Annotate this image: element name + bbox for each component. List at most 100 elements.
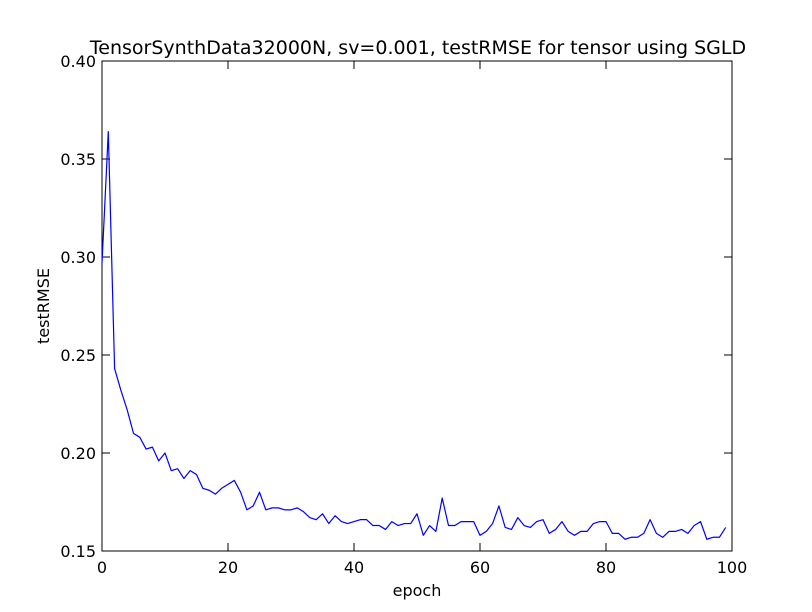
- plot-area: [101, 60, 733, 552]
- data-point: [246, 509, 247, 510]
- x-tick-label: 60: [470, 558, 490, 577]
- data-point: [650, 519, 651, 520]
- tick-labels: 0 20 40 60 80 100 0.15 0.20 0.25 0.30 0.35 0.40: [60, 52, 747, 577]
- data-point: [209, 490, 210, 491]
- data-point: [612, 533, 613, 534]
- data-point: [120, 390, 121, 391]
- data-point: [505, 527, 506, 528]
- data-point: [631, 537, 632, 538]
- data-point: [190, 470, 191, 471]
- data-point: [391, 521, 392, 522]
- x-tick-label: 80: [596, 558, 616, 577]
- data-point: [108, 131, 109, 132]
- y-tick-label: 0.35: [60, 150, 96, 169]
- data-point: [624, 539, 625, 540]
- data-point: [492, 523, 493, 524]
- data-point: [435, 531, 436, 532]
- data-point: [461, 521, 462, 522]
- data-point: [183, 478, 184, 479]
- data-point: [618, 533, 619, 534]
- series-layer: [101, 130, 727, 540]
- data-point: [416, 513, 417, 514]
- data-point: [587, 531, 588, 532]
- data-point: [322, 513, 323, 514]
- data-point: [360, 519, 361, 520]
- data-point: [353, 521, 354, 522]
- data-point: [253, 505, 254, 506]
- data-point: [171, 470, 172, 471]
- data-point: [309, 517, 310, 518]
- data-point: [656, 533, 657, 534]
- data-point: [542, 519, 543, 520]
- data-point: [227, 484, 228, 485]
- data-point: [536, 521, 537, 522]
- data-point: [133, 433, 134, 434]
- data-point: [637, 537, 638, 538]
- data-point: [404, 523, 405, 524]
- data-point: [347, 523, 348, 524]
- data-point: [341, 521, 342, 522]
- x-axis-label: epoch: [393, 581, 442, 600]
- data-point: [196, 474, 197, 475]
- data-point: [297, 507, 298, 508]
- data-point: [675, 531, 676, 532]
- data-point: [379, 525, 380, 526]
- data-point: [442, 497, 443, 498]
- y-axis-label: testRMSE: [34, 268, 53, 344]
- data-point: [127, 409, 128, 410]
- data-point: [234, 480, 235, 481]
- data-point: [561, 521, 562, 522]
- data-point: [215, 494, 216, 495]
- data-point: [202, 488, 203, 489]
- data-point: [599, 521, 600, 522]
- data-point: [177, 468, 178, 469]
- data-point: [410, 523, 411, 524]
- y-tick-label: 0.30: [60, 248, 96, 267]
- data-point: [511, 529, 512, 530]
- data-point: [719, 537, 720, 538]
- data-point: [385, 529, 386, 530]
- data-point: [524, 525, 525, 526]
- data-point: [454, 525, 455, 526]
- data-point: [335, 515, 336, 516]
- data-point: [706, 539, 707, 540]
- data-point: [139, 437, 140, 438]
- x-tick-label: 100: [717, 558, 748, 577]
- data-point: [668, 531, 669, 532]
- x-tick-label: 40: [344, 558, 364, 577]
- ticks: [101, 60, 733, 552]
- data-point: [498, 505, 499, 506]
- data-point: [517, 517, 518, 518]
- y-tick-label: 0.40: [60, 52, 96, 71]
- data-point: [681, 529, 682, 530]
- data-point: [467, 521, 468, 522]
- data-point: [448, 525, 449, 526]
- data-point: [423, 535, 424, 536]
- data-point: [114, 368, 115, 369]
- data-point: [259, 492, 260, 493]
- data-point: [568, 531, 569, 532]
- data-point: [687, 533, 688, 534]
- data-point: [429, 525, 430, 526]
- data-point: [158, 460, 159, 461]
- data-point: [725, 527, 726, 528]
- data-point: [284, 509, 285, 510]
- data-point: [593, 523, 594, 524]
- data-point: [146, 448, 147, 449]
- data-point: [372, 525, 373, 526]
- data-point: [221, 488, 222, 489]
- data-point: [278, 507, 279, 508]
- y-tick-label: 0.15: [60, 542, 96, 561]
- series-line: [101, 130, 727, 540]
- data-point: [152, 447, 153, 448]
- data-point: [605, 521, 606, 522]
- data-point: [662, 537, 663, 538]
- x-tick-label: 20: [218, 558, 238, 577]
- data-point: [366, 519, 367, 520]
- data-point: [473, 521, 474, 522]
- data-point: [574, 535, 575, 536]
- data-point: [272, 507, 273, 508]
- data-point: [240, 492, 241, 493]
- data-point: [549, 533, 550, 534]
